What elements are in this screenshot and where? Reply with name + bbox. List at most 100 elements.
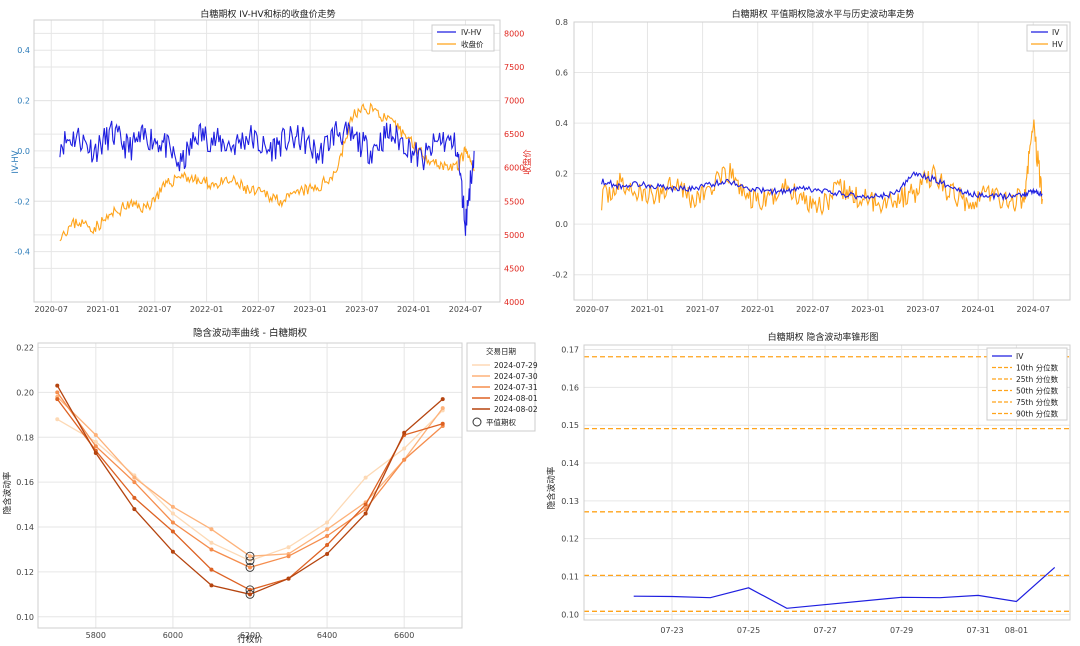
y-tick-label-left: -0.4 <box>14 248 30 257</box>
y-tick-label-right: 4500 <box>504 264 524 273</box>
x-tick-label: 2020-07 <box>576 305 609 314</box>
data-point <box>325 527 330 532</box>
legend-label: 75th 分位数 <box>1016 397 1059 407</box>
data-point <box>209 547 214 552</box>
y-tick-label-right: 7500 <box>504 63 524 72</box>
data-point <box>209 527 214 532</box>
y-tick-label: 0.13 <box>561 497 579 506</box>
x-tick-label: 07-31 <box>967 626 990 635</box>
y-tick-label-left: -0.2 <box>14 197 30 206</box>
y-tick-label: 0.11 <box>561 572 579 581</box>
legend: IV HV <box>1026 24 1068 52</box>
y-tick-label: 0.14 <box>561 459 579 468</box>
data-point <box>170 529 175 534</box>
data-point <box>248 558 252 563</box>
plot-frame <box>37 342 463 629</box>
x-tick-label: 6600 <box>394 631 414 640</box>
y-tick-label: 0.0 <box>555 220 568 229</box>
y-tick-label: 0.20 <box>16 388 34 397</box>
x-tick-label: 6400 <box>317 631 337 640</box>
x-tick-label: 2020-07 <box>35 305 68 314</box>
iv-vs-hv-chart: 白糖期权 平值期权隐波水平与历史波动率走势 2020-07 2021-01 2021… <box>552 8 1071 314</box>
legend-label: 25th 分位数 <box>1016 374 1059 384</box>
data-point <box>55 397 60 402</box>
data-point <box>132 475 137 480</box>
legend: IV-HV 收盘价 <box>431 24 495 52</box>
x-tick-label: 08-01 <box>1005 626 1028 635</box>
series-lines <box>55 383 445 599</box>
y-tick-label: 0.8 <box>555 18 568 27</box>
iv-cone-chart: 白糖期权 隐含波动率锥形图 隐含波动率 07-23 07-25 07-27 07-29… <box>546 331 1071 635</box>
y-axis-label: 隐含波动率 <box>546 466 557 509</box>
data-point <box>286 554 291 559</box>
data-point <box>170 520 175 525</box>
legend-label: 2024-07-30 <box>494 372 538 381</box>
y-tick-label-right: 6000 <box>504 164 524 173</box>
legend-label: 2024-07-31 <box>494 383 538 392</box>
x-tick-label: 6000 <box>163 631 183 640</box>
y-tick-label: 0.14 <box>16 523 34 532</box>
x-tick-label: 2023-07 <box>345 305 378 314</box>
chart-title: 白糖期权 隐含波动率锥形图 <box>768 331 879 343</box>
y-axis-left-label: IV-HV <box>11 150 21 173</box>
y-tick-label-right: 8000 <box>504 29 524 38</box>
y-tick-label: 0.12 <box>16 568 34 577</box>
atm-marker <box>245 589 255 599</box>
x-tick-label: 07-29 <box>890 626 913 635</box>
plot-frame <box>583 344 1071 621</box>
y-tick-label: 0.12 <box>561 535 579 544</box>
chart-title: 隐含波动率曲线 - 白糖期权 <box>193 327 307 339</box>
data-point <box>55 383 60 388</box>
data-point <box>93 450 98 455</box>
x-tick-label: 2024-07 <box>1017 305 1050 314</box>
legend-label: 90th 分位数 <box>1016 409 1059 419</box>
iv-smile-chart: 隐含波动率曲线 - 白糖期权 隐含波动率 行权价 5800 6000 6200 640… <box>2 327 538 645</box>
data-point <box>440 397 445 402</box>
gridlines <box>574 21 1070 300</box>
iv-hv-vs-close-chart: 白糖期权 IV-HV和标的收盘价走势 IV-HV 收盘价 2020-07 2021… <box>11 8 533 314</box>
atm-marker <box>245 551 255 561</box>
data-point <box>325 542 330 547</box>
gridlines <box>34 20 500 303</box>
x-tick-label: 2022-01 <box>190 305 223 314</box>
y-tick-label-left: 0.2 <box>17 97 30 106</box>
chart-title: 白糖期权 平值期权隐波水平与历史波动率走势 <box>732 8 915 20</box>
series-lines <box>584 356 1070 612</box>
y-tick-label: 0.16 <box>561 383 579 392</box>
data-point <box>248 554 252 559</box>
x-tick-label: 5800 <box>86 631 106 640</box>
series-lines <box>59 102 475 242</box>
data-point <box>248 592 252 597</box>
y-tick-label-right: 4000 <box>504 298 524 307</box>
x-tick-label: 2023-01 <box>293 305 326 314</box>
series-line-hv <box>601 119 1043 216</box>
data-point <box>93 439 98 444</box>
y-axis-right-label: 收盘价 <box>522 149 533 175</box>
data-point <box>132 480 137 485</box>
data-point <box>209 567 214 572</box>
x-tick-label: 2022-07 <box>242 305 275 314</box>
y-tick-label-right: 6500 <box>504 130 524 139</box>
data-point <box>325 551 330 556</box>
tick-labels: 5800 6000 6200 6400 6600 0.22 0.20 0.18 0.16 0.14… <box>16 343 414 640</box>
data-point <box>440 406 445 411</box>
data-point <box>209 583 214 588</box>
y-tick-label-right: 5500 <box>504 197 524 206</box>
x-tick-label: 2021-07 <box>138 305 171 314</box>
y-tick-label: 0.2 <box>555 170 568 179</box>
data-point <box>132 507 137 512</box>
data-point <box>402 430 407 435</box>
y-tick-label: 0.4 <box>555 119 568 128</box>
legend-label: 10th 分位数 <box>1016 363 1059 373</box>
atm-marker <box>245 562 255 572</box>
tick-labels: 07-23 07-25 07-27 07-29 07-31 08-01 0.17 0.16 0.… <box>561 346 1028 635</box>
series-line-iv-hv <box>59 120 475 236</box>
data-point <box>93 433 98 438</box>
data-point <box>132 495 137 500</box>
data-point <box>286 576 291 581</box>
legend-title: 交易日期 <box>486 346 516 356</box>
x-tick-label: 2022-07 <box>796 305 829 314</box>
x-tick-label: 2023-01 <box>851 305 884 314</box>
series-line-iv <box>601 171 1043 202</box>
